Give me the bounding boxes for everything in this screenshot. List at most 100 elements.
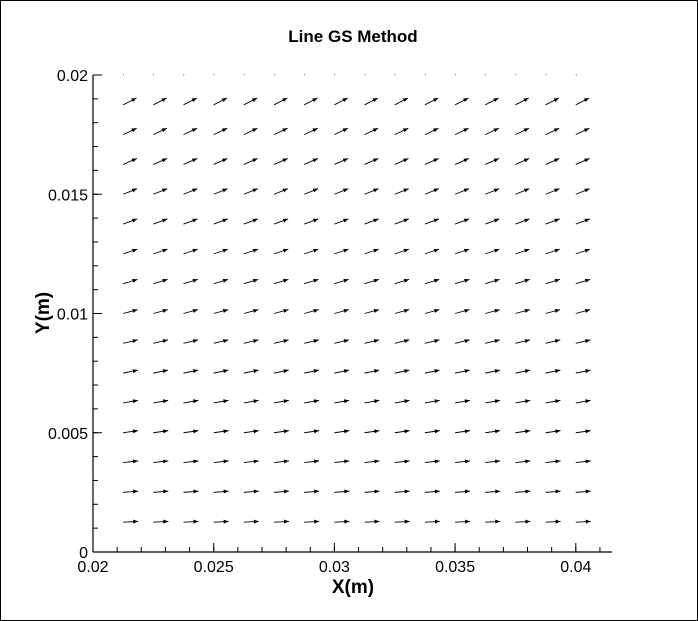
vector-arrowhead [494, 369, 500, 374]
vector-arrowhead [584, 158, 590, 163]
vector-arrowhead [132, 278, 138, 283]
vector-arrowhead [374, 489, 380, 494]
vector-arrowhead [343, 369, 350, 374]
vector-arrowhead [554, 278, 560, 283]
vector-arrowhead [404, 339, 410, 343]
vector-arrowhead [373, 308, 380, 313]
vector-arrowhead [493, 158, 500, 163]
vector-arrowhead [583, 128, 590, 133]
vector-arrowhead [283, 308, 289, 313]
vector-arrowhead [342, 188, 349, 193]
vector-arrowhead [494, 429, 501, 434]
vector-arrowhead [342, 158, 349, 163]
vector-arrowhead [464, 278, 470, 283]
axes [92, 75, 612, 553]
vector-arrowhead [464, 339, 470, 343]
chart-title: Line GS Method [288, 27, 417, 46]
vector-arrowhead [555, 489, 561, 494]
vector-arrowhead [313, 399, 319, 404]
vector-arrowhead [162, 339, 168, 343]
vector-arrowhead [524, 339, 531, 343]
vector-arrowhead [283, 278, 289, 283]
vector-arrowhead [554, 188, 560, 193]
vector-arrowhead [192, 188, 198, 193]
vector-arrowhead [282, 248, 289, 253]
vector-arrowhead [161, 128, 167, 133]
vector-arrowhead [162, 218, 168, 223]
x-tick-label: 0.035 [435, 559, 475, 576]
vector-arrowhead [223, 459, 229, 464]
vector-arrowhead [525, 519, 531, 524]
vector-arrowhead [403, 278, 410, 283]
vector-arrowhead [161, 98, 167, 103]
vector-arrowhead [523, 128, 530, 133]
vector-arrowhead [463, 98, 469, 103]
vector-arrowhead [132, 369, 138, 374]
vector-arrowhead [252, 158, 258, 163]
vector-arrowhead [555, 399, 561, 404]
vector-arrowhead [373, 339, 380, 343]
vector-arrowhead [585, 339, 591, 343]
vector-arrowhead [524, 218, 530, 223]
vector-arrowhead [253, 519, 259, 524]
vector-field [122, 74, 591, 524]
vector-arrowhead [525, 489, 531, 494]
vector-arrowhead [524, 399, 531, 404]
vector-arrowhead [343, 278, 349, 283]
vector-arrowhead [222, 188, 228, 193]
vector-arrowhead [282, 218, 289, 223]
vector-arrowhead [374, 459, 380, 464]
vector-arrowhead [554, 308, 561, 313]
vector-arrowhead [585, 459, 591, 464]
vector-arrowhead [344, 459, 350, 464]
vector-arrowhead [524, 369, 531, 374]
vector-arrowhead [404, 519, 410, 524]
vector-arrowhead [374, 429, 380, 434]
vector-arrowhead [403, 218, 409, 223]
vector-arrowhead [433, 218, 440, 223]
vector-arrowhead [494, 339, 500, 343]
vector-arrowhead [584, 278, 591, 283]
vector-arrowhead [283, 339, 289, 343]
vector-arrowhead [163, 489, 169, 494]
vector-arrowhead [554, 218, 560, 223]
x-tick-label: 0.03 [319, 559, 350, 576]
vector-arrowhead [253, 339, 259, 343]
vector-arrowhead [584, 218, 590, 223]
vector-arrowhead [163, 459, 169, 464]
vector-arrowhead [434, 429, 440, 434]
vector-arrowhead [314, 489, 320, 494]
vector-arrowhead [403, 248, 409, 253]
vector-arrowhead [223, 489, 229, 494]
vector-arrowhead [524, 308, 530, 313]
vector-arrowhead [222, 248, 228, 253]
vector-arrowhead [493, 218, 500, 223]
vector-arrowhead [525, 459, 531, 464]
vector-arrowhead [434, 339, 440, 343]
vector-arrowhead [585, 429, 591, 434]
vector-arrowhead [162, 248, 168, 253]
vector-arrowhead [373, 369, 380, 374]
vector-arrowhead [463, 128, 469, 133]
vector-arrowhead [402, 128, 409, 133]
vector-arrowhead [464, 489, 471, 494]
vector-arrowhead [314, 519, 320, 524]
vector-arrowhead [192, 248, 198, 253]
y-tick-label: 0 [79, 545, 88, 562]
vector-arrowhead [283, 369, 289, 374]
vector-arrowhead [404, 489, 410, 494]
vector-arrowhead [283, 459, 289, 464]
vector-arrowhead [524, 248, 530, 253]
vector-arrowhead [221, 128, 228, 133]
vector-arrowhead [313, 339, 319, 343]
vector-arrowhead [434, 399, 440, 404]
vector-arrowhead [223, 429, 229, 434]
vector-arrowhead [282, 188, 288, 193]
vector-arrowhead [555, 429, 561, 434]
vector-arrowhead [493, 188, 500, 193]
vector-arrowhead [313, 248, 319, 253]
vector-arrowhead [433, 128, 439, 133]
vector-arrowhead [404, 369, 410, 374]
vector-arrowhead [343, 339, 349, 343]
